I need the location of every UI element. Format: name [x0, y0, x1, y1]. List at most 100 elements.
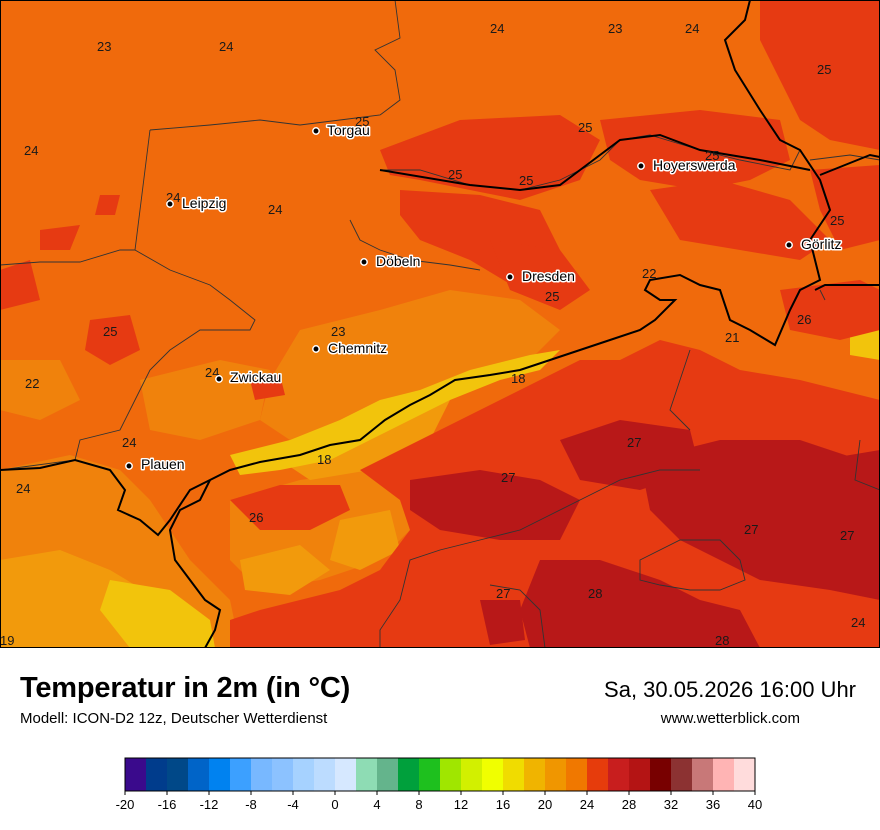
value-label: 28 [715, 633, 729, 648]
legend-swatch [419, 758, 441, 791]
city-label-dresden: Dresden [522, 268, 575, 284]
value-label: 27 [501, 470, 515, 485]
legend-tick-label: 4 [373, 797, 380, 812]
value-label: 23 [608, 21, 622, 36]
value-label: 24 [219, 39, 233, 54]
legend-swatch [545, 758, 567, 791]
value-label: 26 [249, 510, 263, 525]
legend-swatch [650, 758, 672, 791]
legend-swatch [314, 758, 336, 791]
value-label: 27 [840, 528, 854, 543]
temperature-zone-28 [410, 420, 880, 648]
legend-tick-label: 28 [622, 797, 636, 812]
legend-swatch [272, 758, 294, 791]
legend-swatch [209, 758, 231, 791]
legend-tick-label: -8 [245, 797, 257, 812]
legend-swatch [524, 758, 546, 791]
isoline-value-labels: 23 24 24 23 24 25 25 25 24 25 25 25 24 2… [0, 21, 865, 648]
city-label-goerlitz: Görlitz [801, 236, 841, 252]
value-label: 18 [511, 371, 525, 386]
legend-swatch [671, 758, 693, 791]
temperature-zone-18 [100, 320, 880, 648]
legend-tick-label: 0 [331, 797, 338, 812]
state-borders [0, 0, 880, 648]
value-label: 25 [705, 148, 719, 163]
value-label: 25 [545, 289, 559, 304]
value-label: 19 [0, 633, 14, 648]
legend-swatch [692, 758, 714, 791]
legend-swatch [713, 758, 735, 791]
value-label: 24 [268, 202, 282, 217]
city-label-chemnitz: Chemnitz [328, 340, 387, 356]
city-markers: Torgau Hoyerswerda Leipzig Döbeln Dresde… [125, 121, 843, 474]
model-subtitle: Modell: ICON-D2 12z, Deutscher Wetterdie… [20, 710, 328, 727]
legend-swatch [356, 758, 378, 791]
legend-tick-label: 36 [706, 797, 720, 812]
city-goerlitz: Görlitz [785, 235, 843, 254]
value-label: 24 [685, 21, 699, 36]
value-label: 27 [627, 435, 641, 450]
footer: Temperatur in 2m (in °C) Modell: ICON-D2… [0, 648, 880, 830]
value-label: 24 [490, 21, 504, 36]
value-label: 27 [744, 522, 758, 537]
legend-tick-label: 40 [748, 797, 762, 812]
value-label: 22 [642, 266, 656, 281]
legend-tick-label: 12 [454, 797, 468, 812]
legend-swatch [587, 758, 609, 791]
value-label: 25 [448, 167, 462, 182]
city-dresden: Dresden [506, 267, 576, 286]
value-label: 26 [797, 312, 811, 327]
legend-swatch [629, 758, 651, 791]
city-torgau: Torgau [312, 121, 371, 140]
legend-tick-label: -4 [287, 797, 299, 812]
legend-tick-label: -20 [116, 797, 135, 812]
city-zwickau: Zwickau [215, 368, 283, 387]
website-link[interactable]: www.wetterblick.com [660, 710, 800, 727]
value-label: 22 [25, 376, 39, 391]
legend-tick-label: 8 [415, 797, 422, 812]
value-label: 24 [205, 365, 219, 380]
map-title: Temperatur in 2m (in °C) [20, 672, 351, 704]
legend-swatch [167, 758, 189, 791]
legend-swatch [566, 758, 588, 791]
value-label: 21 [725, 330, 739, 345]
legend-swatches [125, 758, 756, 791]
temperature-map: 23 24 24 23 24 25 25 25 24 25 25 25 24 2… [0, 0, 880, 648]
legend-swatch [293, 758, 315, 791]
legend-swatch [230, 758, 252, 791]
value-label: 23 [331, 324, 345, 339]
legend-tick-label: 16 [496, 797, 510, 812]
city-label-hoyerswerda: Hoyerswerda [653, 157, 736, 173]
legend-swatch [146, 758, 168, 791]
city-label-leipzig: Leipzig [182, 195, 226, 211]
legend-ticks: -20 -16 -12 -8 -4 0 4 8 12 16 20 24 28 32 36 40 [116, 791, 762, 812]
city-label-zwickau: Zwickau [230, 369, 281, 385]
city-hoyerswerda: Hoyerswerda [637, 156, 737, 175]
legend-tick-label: 20 [538, 797, 552, 812]
legend-swatch [251, 758, 273, 791]
legend-swatch [461, 758, 483, 791]
legend-tick-label: -16 [158, 797, 177, 812]
value-label: 25 [103, 324, 117, 339]
value-label: 25 [578, 120, 592, 135]
city-chemnitz: Chemnitz [312, 339, 389, 358]
legend-swatch [440, 758, 462, 791]
value-label: 24 [122, 435, 136, 450]
value-label: 23 [97, 39, 111, 54]
value-label: 25 [355, 114, 369, 129]
legend-tick-label: 32 [664, 797, 678, 812]
legend-tick-label: -12 [200, 797, 219, 812]
legend-swatch [503, 758, 525, 791]
city-doebeln: Döbeln [360, 252, 422, 271]
legend-swatch [734, 758, 756, 791]
value-label: 27 [496, 586, 510, 601]
city-label-torgau: Torgau [327, 122, 370, 138]
city-plauen: Plauen [125, 455, 186, 474]
value-label: 24 [851, 615, 865, 630]
color-legend: -20 -16 -12 -8 -4 0 4 8 12 16 20 24 28 32 36 40 [116, 757, 762, 812]
legend-swatch [377, 758, 399, 791]
city-leipzig: Leipzig [166, 194, 228, 213]
value-label: 18 [317, 452, 331, 467]
district-borders [0, 0, 880, 648]
legend-tick-label: 24 [580, 797, 594, 812]
